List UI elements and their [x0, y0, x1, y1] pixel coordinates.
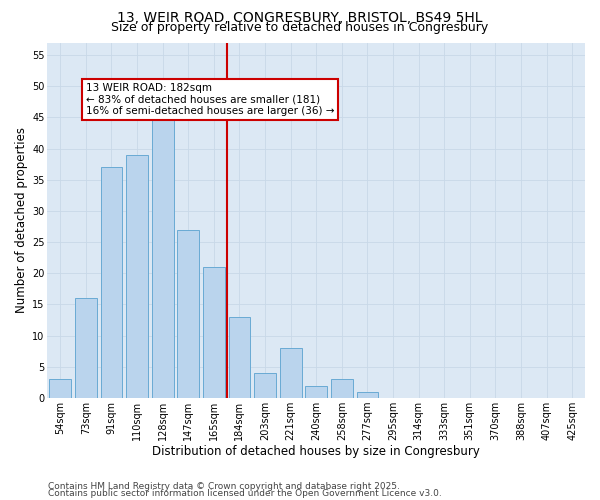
Bar: [75, 298, 97, 398]
Text: 13, WEIR ROAD, CONGRESBURY, BRISTOL, BS49 5HL: 13, WEIR ROAD, CONGRESBURY, BRISTOL, BS4…: [117, 11, 483, 25]
Text: Size of property relative to detached houses in Congresbury: Size of property relative to detached ho…: [112, 22, 488, 35]
Bar: [178, 230, 199, 398]
Bar: [331, 380, 353, 398]
X-axis label: Distribution of detached houses by size in Congresbury: Distribution of detached houses by size …: [152, 444, 480, 458]
Text: 13 WEIR ROAD: 182sqm
← 83% of detached houses are smaller (181)
16% of semi-deta: 13 WEIR ROAD: 182sqm ← 83% of detached h…: [86, 83, 334, 116]
Text: Contains HM Land Registry data © Crown copyright and database right 2025.: Contains HM Land Registry data © Crown c…: [48, 482, 400, 491]
Y-axis label: Number of detached properties: Number of detached properties: [15, 128, 28, 314]
Bar: [203, 267, 225, 398]
Bar: [305, 386, 327, 398]
Bar: [152, 118, 173, 398]
Text: Contains public sector information licensed under the Open Government Licence v3: Contains public sector information licen…: [48, 489, 442, 498]
Bar: [101, 168, 122, 398]
Bar: [280, 348, 302, 398]
Bar: [356, 392, 378, 398]
Bar: [126, 155, 148, 398]
Bar: [229, 317, 250, 398]
Bar: [49, 380, 71, 398]
Bar: [254, 373, 276, 398]
